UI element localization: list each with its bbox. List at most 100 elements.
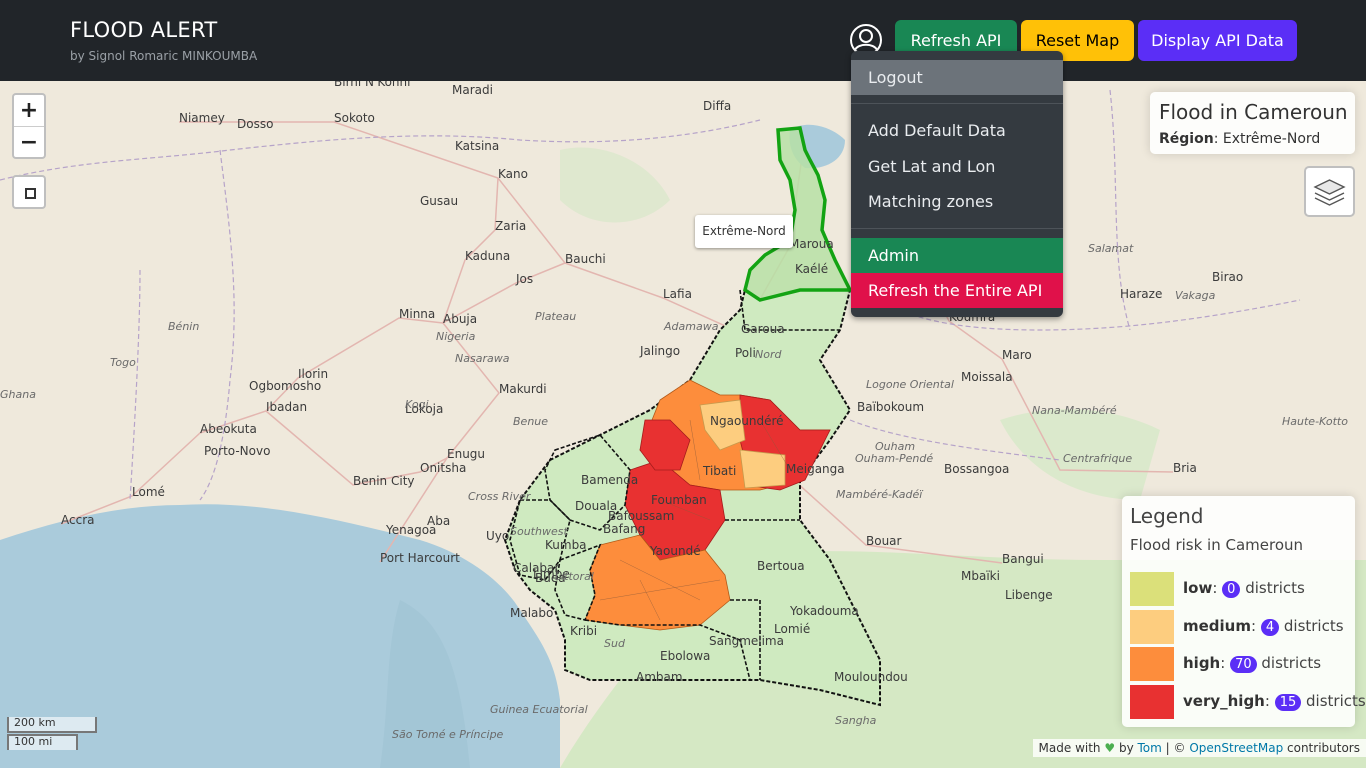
layers-control[interactable] bbox=[1304, 166, 1355, 217]
scale-bar-mi: 100 mi bbox=[7, 734, 78, 750]
admin-menu-item[interactable]: Admin bbox=[851, 238, 1063, 273]
legend-row-medium: medium: 4 districts bbox=[1130, 609, 1355, 644]
place-label: Ilorin bbox=[298, 367, 328, 381]
info-panel: Flood in Cameroun Région: Extrême-Nord bbox=[1150, 92, 1355, 154]
place-label: Jos bbox=[515, 272, 533, 286]
legend-subtitle: Flood risk in Cameroun bbox=[1130, 536, 1304, 554]
osm-link[interactable]: OpenStreetMap bbox=[1189, 741, 1284, 755]
place-label: Lafia bbox=[663, 287, 692, 301]
region-tooltip: Extrême-Nord bbox=[695, 215, 793, 248]
place-label: Porto-Novo bbox=[204, 444, 270, 458]
refresh-entire-api-menu-item[interactable]: Refresh the Entire API bbox=[851, 273, 1063, 308]
place-label: Katsina bbox=[455, 139, 499, 153]
author-link[interactable]: Tom bbox=[1137, 741, 1162, 755]
attrib-sep: | © bbox=[1165, 741, 1186, 755]
place-label: Haraze bbox=[1120, 287, 1162, 301]
region-label: Bénin bbox=[168, 320, 199, 333]
region-label: Nord bbox=[755, 348, 782, 361]
region-label: Nasarawa bbox=[455, 352, 510, 365]
region-label: Haute-Kotto bbox=[1282, 415, 1348, 428]
place-label: Moissala bbox=[961, 370, 1013, 384]
place-label: Ngaoundéré bbox=[710, 414, 784, 428]
zoom-in-button[interactable]: + bbox=[19, 98, 39, 123]
place-label: Ebolowa bbox=[660, 649, 710, 663]
place-label: Benin City bbox=[353, 474, 415, 488]
menu-divider bbox=[851, 103, 1063, 104]
app-title[interactable]: FLOOD ALERT bbox=[70, 18, 218, 42]
region-label: Ghana bbox=[0, 388, 36, 401]
place-label: Libenge bbox=[1005, 588, 1053, 602]
place-label: Calabar bbox=[513, 561, 559, 575]
menu-divider bbox=[851, 228, 1063, 229]
region-label: Ouham-Pendé bbox=[855, 452, 933, 465]
map-attribution: Made with ♥ by Tom | © OpenStreetMap con… bbox=[1032, 739, 1366, 757]
place-label: Sokoto bbox=[334, 111, 375, 125]
region-label: Centrafrique bbox=[1063, 452, 1132, 465]
legend-count-badge: 15 bbox=[1274, 693, 1302, 711]
region-label: Ouham bbox=[875, 440, 915, 453]
place-label: Mouloundou bbox=[834, 670, 908, 684]
place-label: Garoua bbox=[741, 322, 785, 336]
place-label: Uyo bbox=[486, 529, 509, 543]
place-label: Maradi bbox=[452, 83, 493, 97]
attrib-by: by bbox=[1118, 741, 1134, 755]
legend-suffix: districts bbox=[1301, 691, 1366, 710]
place-label: Gusau bbox=[420, 194, 458, 208]
legend-panel: Legend Flood risk in Cameroun low: 0 dis… bbox=[1122, 496, 1366, 727]
place-label: Sangmelima bbox=[709, 634, 784, 648]
place-label: Niamey bbox=[179, 111, 225, 125]
info-title: Flood in Cameroun bbox=[1159, 100, 1348, 124]
layers-icon bbox=[1313, 179, 1346, 206]
place-label: Yokadouma bbox=[789, 604, 859, 618]
get-lat-lon-menu-item[interactable]: Get Lat and Lon bbox=[868, 157, 996, 176]
place-label: Ambam bbox=[636, 670, 683, 684]
user-dropdown-menu: Logout Add Default Data Get Lat and Lon … bbox=[851, 51, 1063, 317]
place-label: Onitsha bbox=[420, 461, 466, 475]
place-label: Birni N'Konni bbox=[334, 81, 410, 89]
place-label: Lomié bbox=[774, 622, 810, 636]
place-label: Kaduna bbox=[465, 249, 510, 263]
place-label: Kribi bbox=[570, 624, 597, 638]
place-label: Zaria bbox=[495, 219, 526, 233]
place-label: Bouar bbox=[866, 534, 902, 548]
place-label: Bafoussam bbox=[608, 509, 674, 523]
legend-row-high: high: 70 districts bbox=[1130, 647, 1355, 681]
place-label: Bertoua bbox=[757, 559, 805, 573]
matching-zones-menu-item[interactable]: Matching zones bbox=[868, 192, 994, 211]
place-label: Aba bbox=[427, 514, 450, 528]
region-label: Sangha bbox=[835, 714, 877, 727]
region-label: Vakaga bbox=[1175, 289, 1216, 302]
place-label: Bossangoa bbox=[944, 462, 1009, 476]
legend-text: high: 70 districts bbox=[1183, 654, 1322, 673]
place-label: Port Harcourt bbox=[380, 551, 460, 565]
info-region: Région: Extrême-Nord bbox=[1159, 131, 1321, 147]
place-label: Dosso bbox=[237, 117, 273, 131]
legend-row-very_high: very_high: 15 districts bbox=[1130, 684, 1366, 719]
add-default-data-menu-item[interactable]: Add Default Data bbox=[868, 121, 1006, 140]
place-label: Poli bbox=[735, 346, 756, 360]
legend-suffix: districts bbox=[1256, 654, 1322, 672]
legend-label: low bbox=[1183, 579, 1213, 597]
legend-swatch bbox=[1130, 609, 1174, 644]
legend-suffix: districts bbox=[1279, 616, 1344, 635]
place-label: Douala bbox=[575, 499, 617, 513]
region-label: Salamat bbox=[1088, 242, 1134, 255]
zoom-out-button[interactable]: − bbox=[19, 130, 39, 155]
place-label: Mbaïki bbox=[961, 569, 1000, 583]
draw-rectangle-button[interactable] bbox=[12, 175, 46, 209]
place-label: Yaoundé bbox=[649, 544, 701, 558]
logout-menu-item[interactable]: Logout bbox=[851, 60, 1063, 95]
region-label: Kogi bbox=[405, 398, 429, 411]
map-canvas[interactable]: NiameySokotoKanoKatsinaZinderDiffaMaradi… bbox=[0, 81, 1366, 768]
place-label: Bangui bbox=[1002, 552, 1044, 566]
region-label: Cross River bbox=[468, 490, 532, 503]
region-label: Benue bbox=[513, 415, 548, 428]
region-label: Southwest bbox=[510, 525, 568, 538]
place-label: Maroua bbox=[789, 237, 834, 251]
attrib-contributors: contributors bbox=[1287, 741, 1360, 755]
place-label: Diffa bbox=[703, 99, 731, 113]
place-label: Jalingo bbox=[639, 344, 680, 358]
place-label: Makurdi bbox=[499, 382, 547, 396]
place-label: Meiganga bbox=[786, 462, 845, 476]
display-api-data-button[interactable]: Display API Data bbox=[1138, 20, 1297, 61]
